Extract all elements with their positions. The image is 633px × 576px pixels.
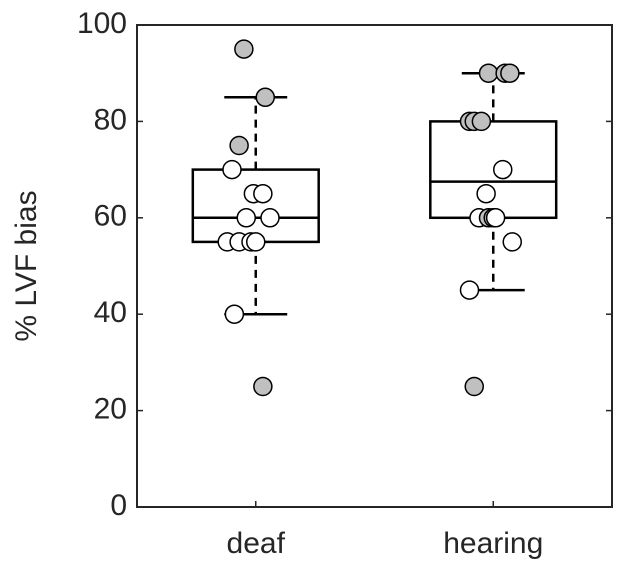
- data-point: [260, 208, 280, 228]
- data-point: [253, 183, 273, 204]
- axes-frame: [136, 24, 613, 508]
- data-point: [246, 232, 266, 252]
- data-point: [471, 111, 492, 132]
- data-point: [478, 63, 499, 83]
- y-tick-label: 100: [77, 7, 127, 40]
- data-point: [253, 376, 273, 397]
- data-point: [459, 280, 480, 300]
- data-point: [493, 159, 513, 180]
- x-tick-label: hearing: [443, 527, 543, 560]
- y-tick-label: 0: [110, 489, 127, 522]
- data-point: [222, 159, 242, 180]
- data-point: [464, 376, 484, 397]
- y-tick-label: 60: [94, 200, 127, 233]
- x-tick-label: deaf: [227, 527, 286, 560]
- data-point: [255, 87, 275, 108]
- y-axis-label: % LVF bias: [10, 190, 43, 341]
- data-point: [224, 304, 245, 324]
- y-tick-label: 80: [94, 103, 127, 136]
- y-tick-label: 20: [94, 393, 127, 426]
- data-point: [502, 232, 522, 252]
- data-point: [229, 135, 249, 156]
- y-tick-label: 40: [94, 296, 127, 329]
- data-point: [236, 208, 256, 228]
- data-point: [485, 208, 506, 228]
- data-point: [476, 183, 496, 204]
- data-point: [500, 63, 520, 83]
- data-point: [234, 39, 254, 59]
- box: [191, 168, 320, 244]
